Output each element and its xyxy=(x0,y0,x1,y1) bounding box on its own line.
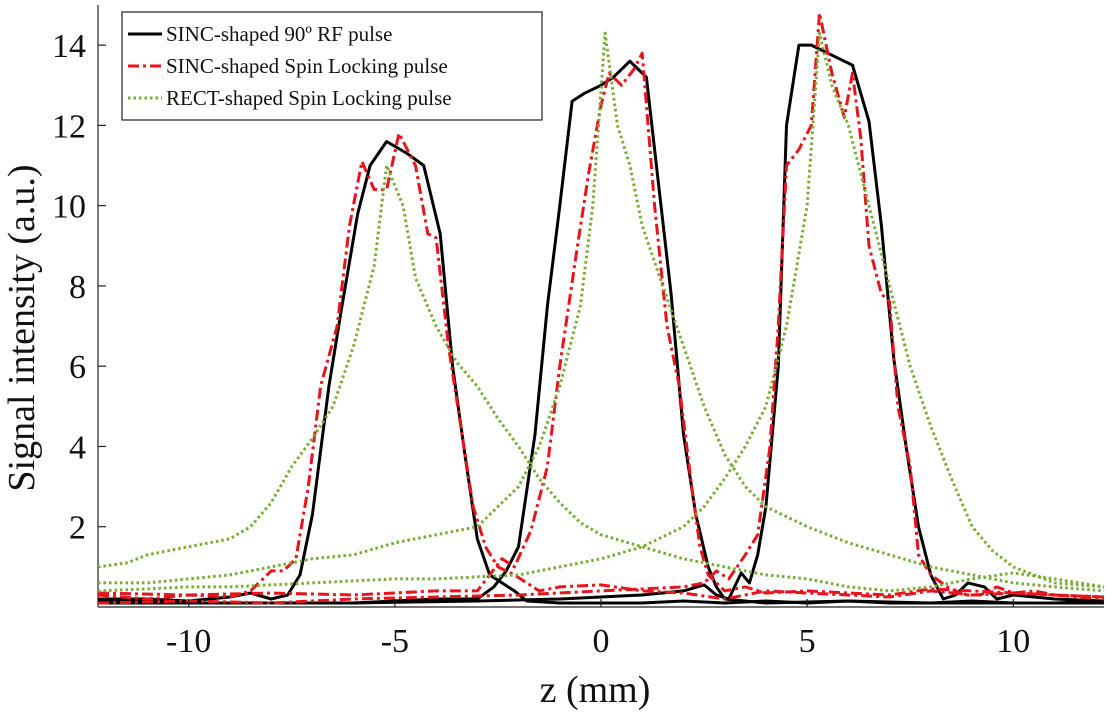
y-tick-label: 4 xyxy=(69,429,86,466)
legend-label-sinc-90-rf: SINC-shaped 90º RF pulse xyxy=(166,22,392,46)
y-axis-title: Signal intensity (a.u.) xyxy=(1,164,43,491)
series-line-3-peak-3 xyxy=(97,31,1105,593)
series-line-2-peak-3 xyxy=(97,11,1105,605)
legend-label-sinc-spin-locking: SINC-shaped Spin Locking pulse xyxy=(166,54,448,78)
x-tick-label: -10 xyxy=(166,623,211,660)
y-tick-label: 10 xyxy=(52,189,86,226)
series-3 xyxy=(97,31,1105,593)
y-tick-label: 2 xyxy=(69,510,86,547)
x-tick-label: 10 xyxy=(996,623,1030,660)
x-tick-label: 0 xyxy=(593,623,610,660)
series-line-1-peak-3 xyxy=(98,43,1105,605)
series-line-2-peak-1 xyxy=(97,131,1105,601)
series-line-2-peak-2 xyxy=(97,51,1105,599)
x-tick-label: 5 xyxy=(799,623,816,660)
y-tick-label: 12 xyxy=(52,108,86,145)
x-tick-label: -5 xyxy=(381,623,409,660)
tick-labels: -10 -5 0 5 10 2 4 6 8 10 12 14 xyxy=(52,28,1030,660)
series-line-3-peak-1 xyxy=(97,164,1105,593)
series-1 xyxy=(97,43,1105,605)
y-tick-label: 6 xyxy=(69,349,86,386)
series-layer xyxy=(97,11,1105,605)
series-2 xyxy=(97,11,1105,605)
series-line-3-peak-2 xyxy=(98,31,1105,593)
x-axis-title: z (mm) xyxy=(540,669,651,711)
legend: SINC-shaped 90º RF pulse SINC-shaped Spi… xyxy=(121,11,543,121)
legend-box xyxy=(121,11,543,121)
y-tick-label: 8 xyxy=(69,269,86,306)
y-tick-label: 14 xyxy=(52,28,86,65)
legend-label-rect-spin-locking: RECT-shaped Spin Locking pulse xyxy=(166,86,452,110)
series-line-1-peak-2 xyxy=(97,59,1104,605)
